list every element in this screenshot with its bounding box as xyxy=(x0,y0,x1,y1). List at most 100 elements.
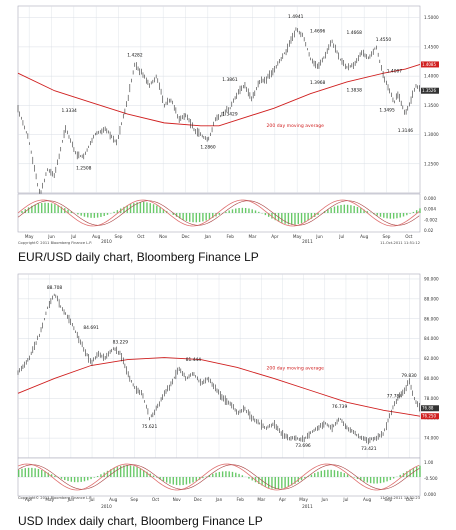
price-annotation: 1.3861 xyxy=(222,77,238,83)
oscillator-bar xyxy=(215,472,217,477)
oscillator-bar xyxy=(96,213,99,218)
oscillator-bar xyxy=(70,477,73,482)
oscillator-tick-label: -0.002 xyxy=(424,217,438,222)
oscillator-bar xyxy=(218,471,221,477)
oscillator-bar xyxy=(383,477,385,483)
x-tick-label: Jul xyxy=(342,497,348,502)
x-tick-label: Sep xyxy=(384,497,392,502)
oscillator-bar xyxy=(281,213,283,223)
oscillator-bar xyxy=(231,209,234,213)
oscillator-bar xyxy=(34,204,36,213)
oscillator-bar xyxy=(248,477,250,479)
oscillator-bar xyxy=(119,465,122,477)
oscillator-bar xyxy=(169,477,171,484)
oscillator-bar xyxy=(21,468,23,477)
oscillator-bar xyxy=(136,467,138,477)
year-label: 2010 xyxy=(101,504,112,509)
oscillator-bar xyxy=(31,205,33,213)
x-tick-label: Apr xyxy=(25,497,33,502)
oscillator-bar xyxy=(353,477,355,478)
oscillator-bar xyxy=(409,213,411,214)
copyright-text: Copyright© 2011 Bloomberg Finance L.P. xyxy=(18,496,92,500)
oscillator-bar xyxy=(231,471,234,477)
oscillator-bar xyxy=(195,477,198,482)
oscillator-bar xyxy=(116,210,119,213)
oscillator-bar xyxy=(202,213,204,222)
y-tick-label: 90.000 xyxy=(424,276,439,281)
x-tick-label: Apr xyxy=(279,497,287,502)
oscillator-bar xyxy=(406,213,408,216)
price-annotation: 1.4696 xyxy=(310,28,326,34)
x-tick-label: Nov xyxy=(159,234,168,239)
oscillator-tick-label: 0.02 xyxy=(424,228,434,233)
x-tick-label: Jan xyxy=(215,497,223,502)
oscillator-bar xyxy=(386,213,388,219)
oscillator-bar xyxy=(195,213,198,223)
oscillator-bar xyxy=(156,477,158,478)
oscillator-bar xyxy=(83,477,86,482)
oscillator-bar xyxy=(54,204,56,213)
oscillator-bar xyxy=(205,213,207,221)
oscillator-bar xyxy=(80,213,82,216)
y-tick-label: 74.000 xyxy=(424,436,439,441)
x-tick-label: Sep xyxy=(115,234,123,239)
moving-average-label: 200 day moving average xyxy=(267,123,325,129)
price-annotation: 1.3429 xyxy=(222,111,238,117)
oscillator-bar xyxy=(356,477,359,480)
oscillator-bar xyxy=(284,213,286,224)
oscillator-bar xyxy=(34,468,36,477)
oscillator-bar xyxy=(228,210,230,213)
oscillator-bar xyxy=(182,213,184,220)
oscillator-bar xyxy=(228,471,230,477)
oscillator-bar xyxy=(90,477,92,480)
oscillator-bar xyxy=(327,469,329,477)
oscillator-bar xyxy=(356,206,359,213)
oscillator-bar xyxy=(317,471,319,477)
oscillator-bar xyxy=(267,477,270,488)
oscillator-bar xyxy=(353,205,355,213)
ma-price-tag-text: 1.4085 xyxy=(422,62,436,67)
oscillator-bar xyxy=(152,204,155,213)
price-annotation: 73.696 xyxy=(295,443,311,449)
oscillator-bar xyxy=(251,477,253,481)
price-annotation: 1.4941 xyxy=(288,14,304,20)
oscillator-bar xyxy=(343,204,346,213)
price-annotation: 1.3334 xyxy=(61,108,77,114)
y-tick-label: 1.4500 xyxy=(424,44,439,49)
oscillator-bar xyxy=(96,475,99,477)
price-annotation: 76.739 xyxy=(332,404,348,410)
oscillator-line-slow xyxy=(17,200,420,226)
x-tick-label: May xyxy=(293,234,302,239)
y-tick-label: 82.000 xyxy=(424,356,439,361)
oscillator-bar xyxy=(304,213,306,222)
oscillator-bar xyxy=(116,466,119,477)
oscillator-bar xyxy=(47,202,50,213)
x-tick-label: Jul xyxy=(89,497,95,502)
oscillator-bar xyxy=(261,477,263,486)
oscillator-bar xyxy=(93,477,96,478)
oscillator-tick-label: -0.500 xyxy=(424,476,438,481)
oscillator-bar xyxy=(142,470,145,477)
oscillator-bar xyxy=(304,477,306,479)
oscillator-bar xyxy=(41,470,43,477)
oscillator-bar xyxy=(136,202,138,213)
x-tick-label: Jun xyxy=(47,234,55,239)
x-tick-label: Dec xyxy=(181,234,190,239)
oscillator-bar xyxy=(360,208,362,213)
oscillator-bar xyxy=(244,207,247,213)
oscillator-bar xyxy=(189,477,191,484)
oscillator-bar xyxy=(271,477,273,489)
oscillator-bar xyxy=(340,204,342,213)
year-label: 2011 xyxy=(302,504,313,509)
x-tick-label: Jul xyxy=(338,234,344,239)
x-tick-label: Sep xyxy=(383,234,391,239)
price-annotation: 81.444 xyxy=(186,357,202,363)
oscillator-bar xyxy=(103,213,105,217)
oscillator-bar xyxy=(330,207,332,213)
chart-timestamp: 11-Oct-2011 11:51:12 xyxy=(380,241,420,245)
oscillator-bar xyxy=(379,477,382,484)
oscillator-bar xyxy=(264,213,267,216)
current-price-tag xyxy=(421,405,439,412)
oscillator-bar xyxy=(333,470,336,477)
moving-average-line xyxy=(17,64,421,127)
